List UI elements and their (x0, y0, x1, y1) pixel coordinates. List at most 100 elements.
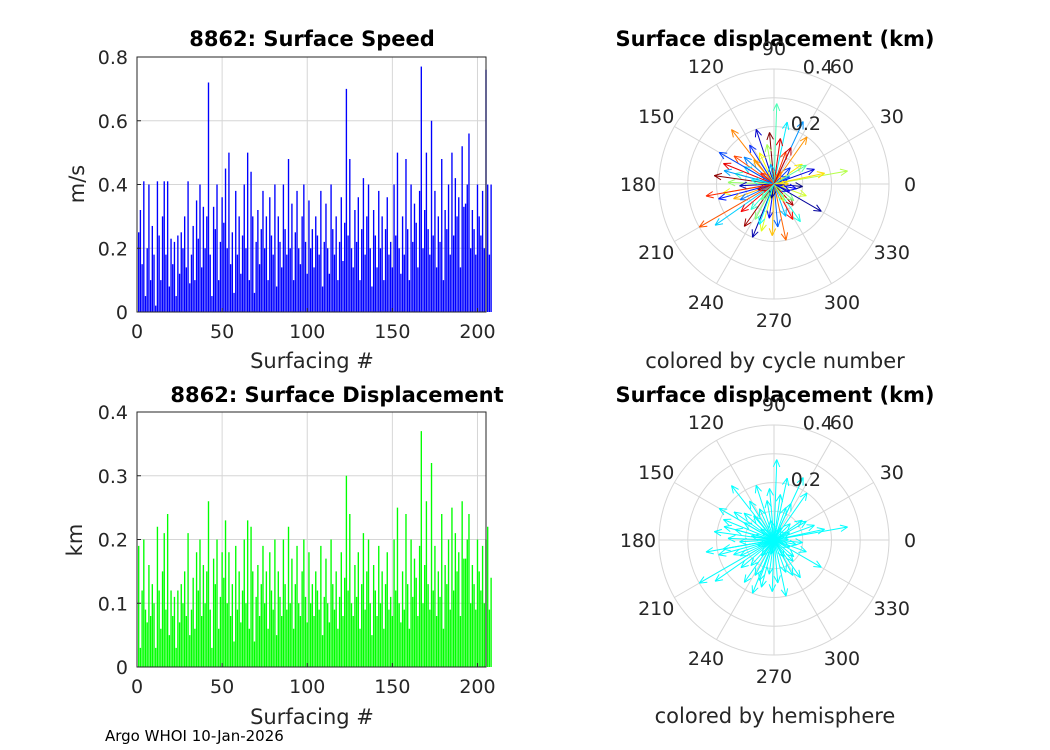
displacement-vector (766, 488, 775, 541)
bar (161, 216, 164, 313)
bar (277, 571, 279, 668)
bar (248, 280, 251, 313)
bar (374, 590, 377, 667)
bar (473, 229, 475, 313)
bar (304, 241, 307, 313)
bar (340, 552, 342, 667)
bar (172, 264, 174, 312)
bar (424, 210, 426, 312)
bar (447, 184, 450, 312)
polar-hemisphere-vectors (698, 459, 848, 597)
bar (253, 292, 256, 313)
bar (216, 539, 218, 667)
bar (258, 264, 261, 312)
bar (218, 628, 220, 667)
bar (311, 584, 314, 668)
angle-label: 330 (874, 598, 910, 620)
bar (262, 190, 264, 313)
bar (458, 552, 460, 667)
displacement-vector (698, 539, 775, 584)
bar (413, 558, 416, 668)
bar (240, 273, 242, 312)
bar (391, 616, 394, 667)
bar (298, 603, 300, 667)
bar (345, 88, 348, 312)
displacement-vector (723, 168, 775, 185)
bar (141, 264, 143, 312)
bar (383, 280, 385, 313)
bar (454, 178, 457, 312)
x-tick-label: 50 (210, 321, 234, 343)
x-tick-label: 150 (374, 676, 410, 698)
bar (289, 248, 291, 312)
bar (272, 609, 274, 668)
bar (435, 616, 438, 667)
bar (449, 254, 451, 313)
bar (163, 533, 165, 668)
y-tick-label: 0.8 (98, 47, 128, 69)
bar (183, 216, 186, 313)
bar (195, 552, 198, 667)
bar (386, 552, 388, 667)
bar (475, 254, 477, 313)
displacement-xlabel: Surfacing # (250, 705, 374, 729)
displacement-vector (733, 155, 775, 185)
displacement-vector (739, 181, 775, 190)
bar (451, 152, 453, 313)
bar (405, 514, 407, 667)
bar (294, 584, 297, 668)
bar (332, 584, 334, 668)
bar (393, 184, 395, 312)
displacement-vector (731, 485, 775, 541)
bar (229, 616, 232, 667)
bar (226, 603, 228, 667)
x-tick-label: 200 (459, 321, 495, 343)
bar (461, 501, 463, 667)
displacement-vector (773, 171, 825, 185)
bar (376, 616, 378, 667)
bar (316, 590, 319, 667)
bar (389, 241, 392, 313)
bar (238, 216, 240, 313)
displacement-vector (723, 518, 775, 541)
bar (214, 584, 216, 668)
bar (148, 565, 150, 667)
bar (155, 647, 157, 668)
bar (449, 609, 451, 668)
displacement-vector (761, 183, 775, 201)
bar (219, 596, 222, 668)
bar (195, 200, 198, 312)
bar (226, 248, 228, 312)
bar (178, 622, 181, 668)
bar (189, 283, 191, 312)
displacement-vector (739, 537, 775, 546)
bar (434, 545, 436, 668)
y-tick-label: 0.6 (98, 111, 128, 133)
bar (432, 235, 434, 312)
bar (427, 584, 429, 668)
angle-label: 120 (688, 56, 724, 78)
bar (435, 267, 438, 313)
bar (471, 210, 474, 312)
bar (463, 558, 465, 668)
bar (156, 181, 159, 312)
bar (422, 248, 424, 312)
bar (284, 229, 286, 313)
bar (361, 584, 363, 668)
bar (204, 248, 206, 312)
bar (178, 273, 181, 312)
bar (441, 159, 443, 312)
bar (459, 267, 462, 313)
bar (466, 539, 468, 667)
bar (149, 616, 152, 667)
bar (219, 241, 222, 313)
bar (275, 286, 278, 312)
displacement-vector (773, 183, 790, 192)
bar (270, 235, 273, 312)
bar (332, 229, 334, 313)
bar (441, 514, 443, 667)
bar (139, 647, 142, 668)
bar (321, 635, 324, 668)
bar (194, 628, 196, 667)
displacement-vector (773, 136, 808, 185)
